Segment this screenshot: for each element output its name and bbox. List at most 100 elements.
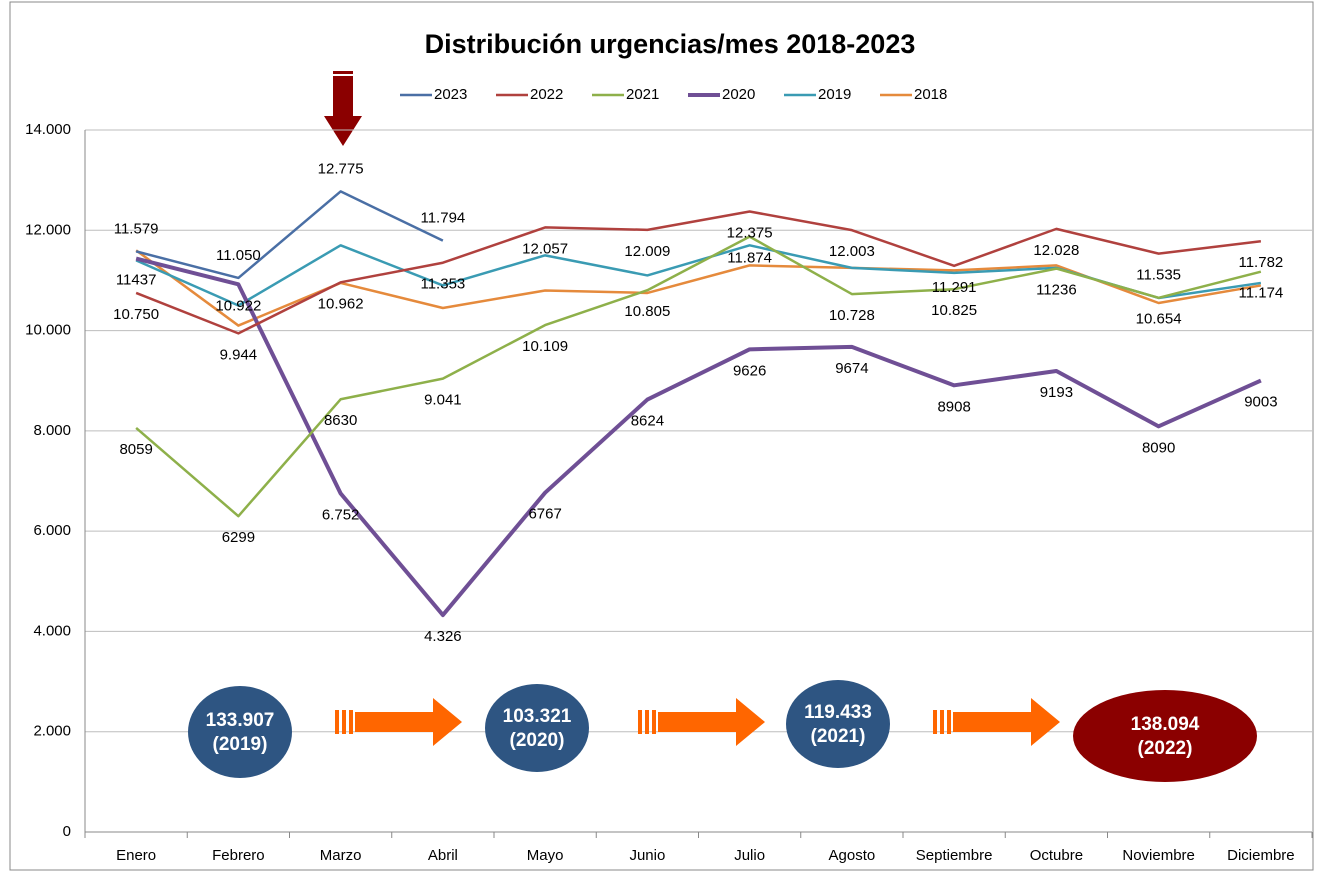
arrow-stub — [645, 710, 649, 734]
data-label: 12.003 — [829, 243, 875, 260]
legend-label: 2019 — [818, 86, 851, 103]
flow-arrow — [638, 698, 765, 746]
series-line — [135, 210, 1262, 335]
data-label: 11.782 — [1238, 254, 1283, 271]
data-label: 11.353 — [420, 276, 465, 293]
data-label: 10.805 — [624, 303, 670, 320]
y-tick-label: 0 — [63, 823, 71, 840]
chart-frame — [9, 1, 1314, 871]
total-year: (2022) — [1138, 738, 1193, 759]
data-label: 11.794 — [420, 210, 465, 227]
x-tick-label: Marzo — [320, 847, 362, 864]
down-arrow — [324, 71, 362, 146]
total-ellipse — [188, 686, 292, 778]
x-tick-label: Noviembre — [1122, 847, 1195, 864]
series-line — [135, 256, 1262, 618]
data-label: 6.752 — [322, 506, 360, 523]
data-label: 9.944 — [220, 346, 258, 363]
arrow-stub — [342, 710, 346, 734]
flow-arrow — [933, 698, 1060, 746]
legend-label: 2023 — [434, 86, 467, 103]
legend-label: 2022 — [530, 86, 563, 103]
y-tick-label: 12.000 — [25, 221, 71, 238]
y-tick-label: 8.000 — [33, 422, 71, 439]
data-label: 12.057 — [522, 240, 568, 257]
data-label: 12.009 — [624, 243, 670, 260]
series-line — [135, 235, 1262, 518]
x-tick-label: Junio — [629, 847, 665, 864]
arrow-stub — [638, 710, 642, 734]
data-label: 11.874 — [727, 250, 772, 267]
data-label: 8908 — [937, 398, 970, 415]
data-label: 8090 — [1142, 439, 1175, 456]
data-label: 8059 — [119, 441, 152, 458]
data-label: 11.174 — [1238, 285, 1283, 302]
arrow-body — [355, 698, 462, 746]
total-value: 138.094 — [1131, 714, 1200, 735]
data-label: 9626 — [733, 362, 766, 379]
x-tick-label: Julio — [734, 847, 765, 864]
total-value: 119.433 — [804, 702, 872, 723]
data-label: 10.109 — [522, 338, 568, 355]
y-tick-label: 4.000 — [33, 622, 71, 639]
data-label: 9193 — [1040, 384, 1073, 401]
x-tick-label: Septiembre — [916, 847, 993, 864]
total-ellipse — [1073, 690, 1257, 782]
data-label: 11.535 — [1136, 267, 1181, 284]
data-label: 11.291 — [932, 279, 977, 296]
data-label: 10.654 — [1136, 311, 1182, 328]
data-label: 8624 — [631, 413, 664, 430]
arrow-stub — [933, 710, 937, 734]
arrow-body — [658, 698, 765, 746]
data-label: 11.050 — [216, 247, 261, 264]
data-label: 10.750 — [113, 306, 159, 323]
arrow-stub — [349, 710, 353, 734]
x-tick-label: Mayo — [527, 847, 564, 864]
data-label: 12.375 — [727, 224, 773, 241]
total-ellipse — [485, 684, 589, 772]
chart-title: Distribución urgencias/mes 2018-2023 — [425, 29, 916, 59]
x-tick-label: Octubre — [1030, 847, 1083, 864]
x-tick-label: Abril — [428, 847, 458, 864]
legend-label: 2018 — [914, 86, 947, 103]
total-year: (2021) — [811, 726, 866, 747]
data-label: 4.326 — [424, 628, 462, 645]
data-label: 10.962 — [318, 295, 364, 312]
y-tick-label: 6.000 — [33, 522, 71, 539]
total-year: (2020) — [510, 730, 565, 751]
total-year: (2019) — [213, 734, 268, 755]
data-label: 12.028 — [1033, 242, 1079, 259]
x-tick-label: Febrero — [212, 847, 265, 864]
arrow-stub — [335, 710, 339, 734]
data-label: 10.825 — [931, 302, 977, 319]
total-ellipse — [786, 680, 890, 768]
data-label: 10.728 — [829, 307, 875, 324]
y-tick-label: 14.000 — [25, 121, 71, 138]
total-value: 103.321 — [503, 706, 572, 727]
data-label: 11236 — [1036, 282, 1077, 299]
series-line — [135, 244, 1262, 307]
x-tick-label: Agosto — [829, 847, 876, 864]
data-label: 9674 — [835, 360, 868, 377]
y-tick-label: 2.000 — [33, 723, 71, 740]
y-tick-label: 10.000 — [25, 322, 71, 339]
arrow-stub — [940, 710, 944, 734]
data-label: 8630 — [324, 412, 357, 429]
data-label: 9.041 — [424, 392, 462, 409]
data-label: 11.579 — [114, 220, 159, 237]
data-label: 6767 — [528, 506, 561, 523]
total-value: 133.907 — [206, 710, 275, 731]
arrow-stub — [947, 710, 951, 734]
data-label: 12.775 — [318, 160, 364, 177]
flow-arrow — [335, 698, 462, 746]
legend-label: 2020 — [722, 86, 755, 103]
arrow-stub — [652, 710, 656, 734]
data-label: 9003 — [1244, 394, 1277, 411]
x-tick-label: Diciembre — [1227, 847, 1295, 864]
arrow-body — [953, 698, 1060, 746]
data-label: 6299 — [222, 529, 255, 546]
data-label: 11437 — [116, 271, 157, 288]
series-line — [135, 190, 444, 280]
x-tick-label: Enero — [116, 847, 156, 864]
